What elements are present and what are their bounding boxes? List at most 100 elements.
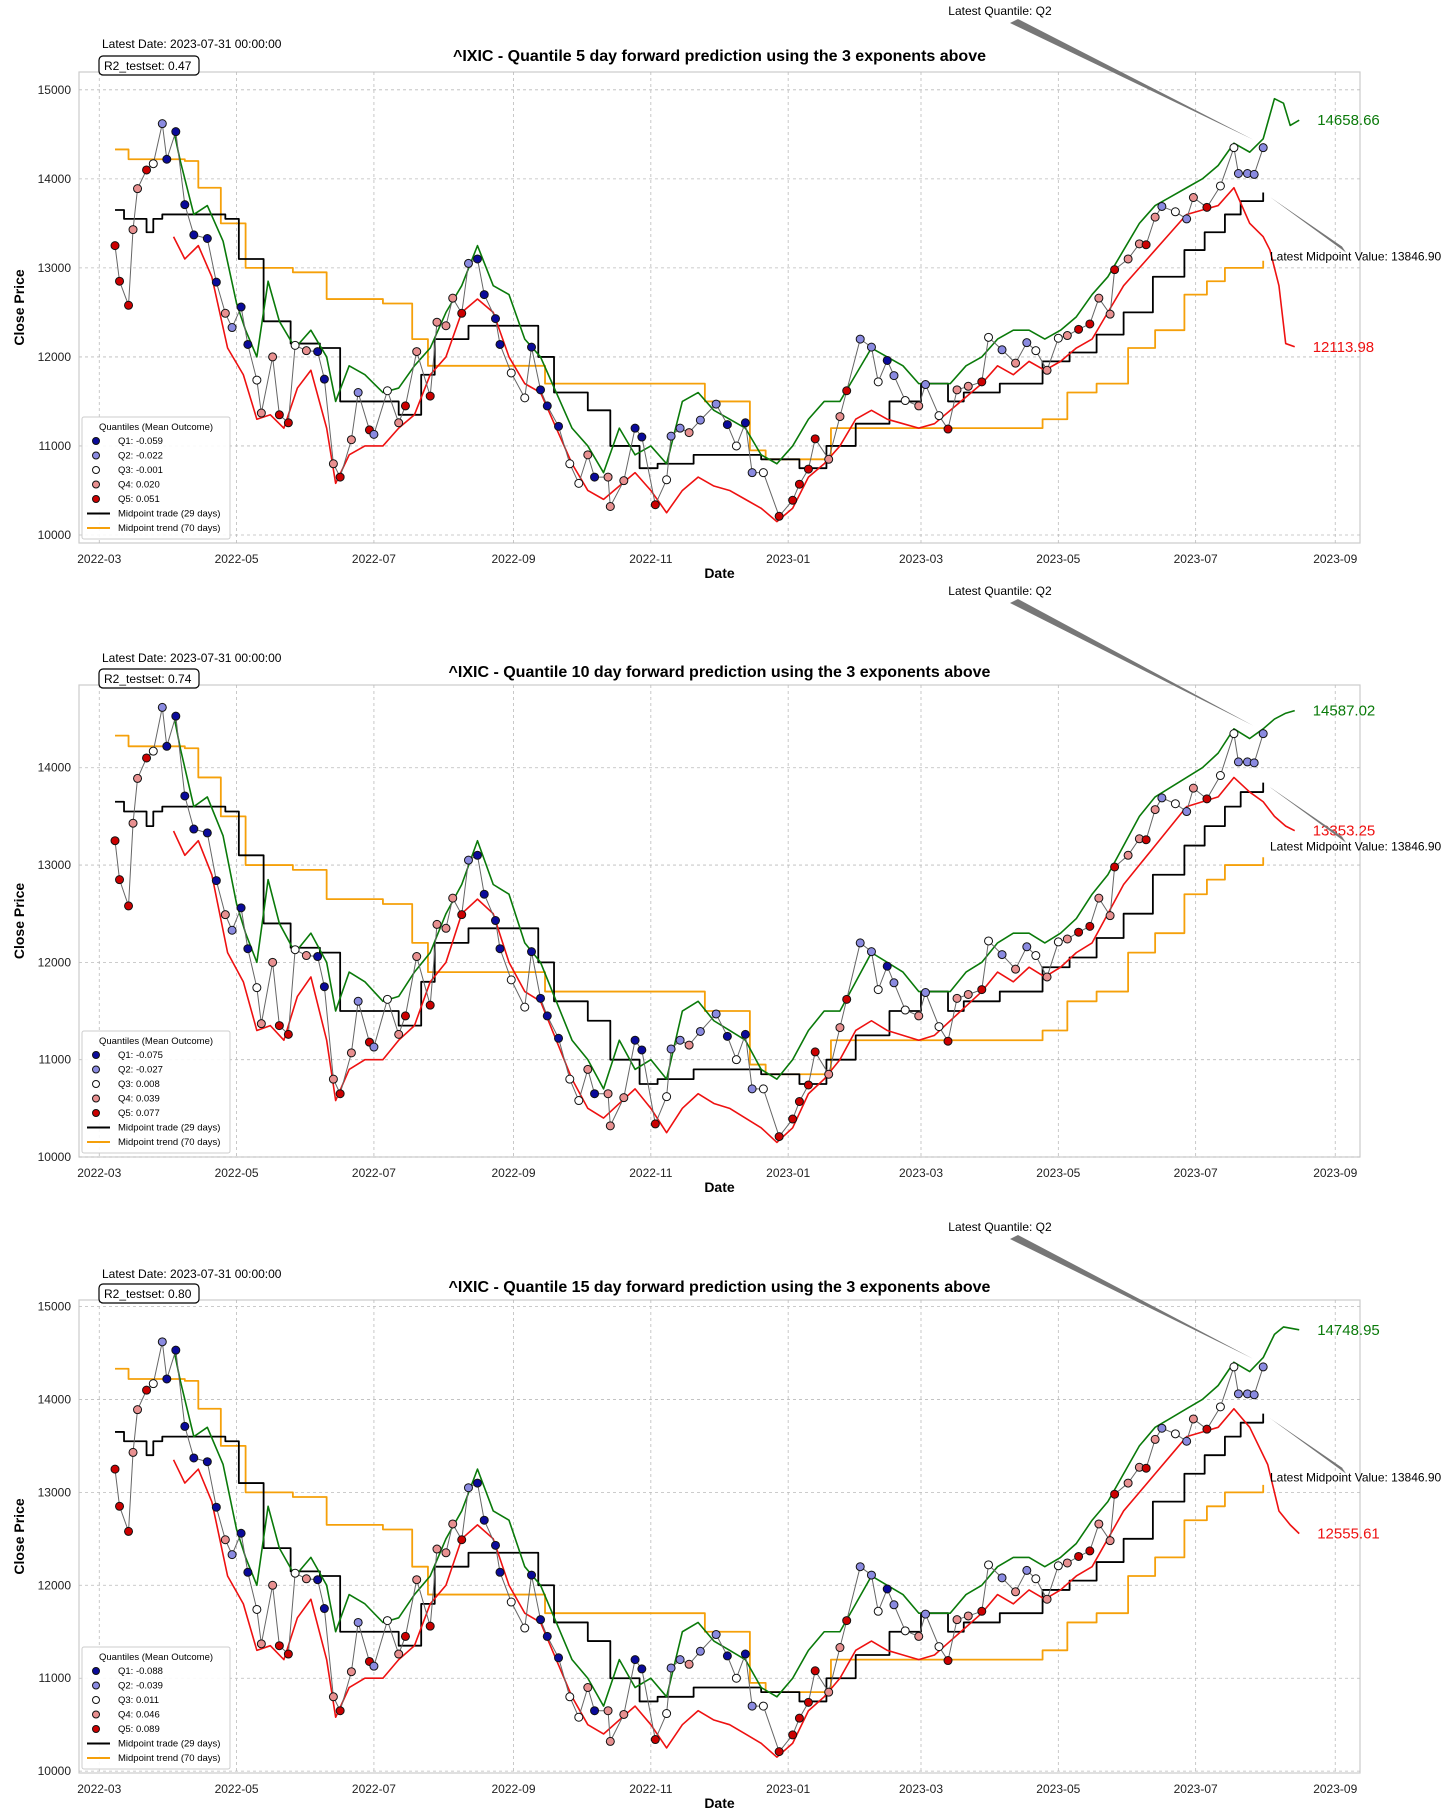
close-point-q2 [1258,729,1268,739]
close-point-q5 [274,1641,284,1651]
close-point-q1 [236,302,246,312]
close-point-q4 [1188,193,1198,203]
close-point-q3 [252,983,262,993]
close-point-q4 [1150,805,1160,815]
close-point-q5 [1085,1546,1095,1556]
close-point-q3 [290,945,300,955]
close-point-q4 [952,1615,962,1625]
x-tick-label: 2022-07 [352,1166,396,1180]
close-point-q5 [425,391,435,401]
close-point-q5 [842,994,852,1004]
close-point-q2 [227,1550,237,1560]
close-point-q3 [382,994,392,1004]
close-point-q5 [425,1621,435,1631]
plot-area [78,684,1361,1158]
close-point-q1 [313,952,323,962]
close-point-q4 [603,472,613,482]
close-point-q5 [810,434,820,444]
close-point-q5 [283,1649,293,1659]
x-tick-label: 2022-05 [215,1782,259,1796]
close-point-q4 [394,1029,404,1039]
upper-prediction-line [172,97,1300,474]
close-point-q1 [740,418,750,428]
close-point-q1 [637,1045,647,1055]
close-point-q5 [977,985,987,995]
close-point-q4 [1123,1478,1133,1488]
close-point-q1 [637,432,647,442]
x-tick-label: 2023-07 [1174,1782,1218,1796]
y-tick-label: 11000 [39,1671,72,1685]
close-point-q5 [274,1021,284,1031]
close-point-q1 [882,355,892,365]
close-point-q4 [1011,358,1021,368]
chart-title: ^IXIC - Quantile 15 day forward predicti… [449,1279,991,1296]
close-point-q1 [171,1345,181,1355]
close-point-q4 [603,1706,613,1716]
close-point-q1 [180,200,190,210]
latest-quantile-arrow [1010,1235,1254,1359]
close-point-q1 [236,903,246,913]
close-point-q2 [675,1035,685,1045]
close-point-q3 [873,1606,883,1616]
close-point-q4 [605,1121,615,1131]
close-point-q3 [1170,799,1180,809]
close-point-q1 [630,1655,640,1665]
close-point-q1 [319,1604,329,1614]
legend-marker-q5 [92,1109,100,1117]
close-point-q5 [842,386,852,396]
close-point-q4 [914,1011,924,1021]
close-point-q3 [290,1568,300,1578]
x-tick-label: 2022-11 [629,1782,672,1796]
close-point-q1 [171,127,181,137]
latest-quantile-label: Latest Quantile: Q2 [948,4,1052,18]
close-point-q2 [1022,942,1032,952]
close-point-q1 [211,1502,221,1512]
close-point-q4 [1094,293,1104,303]
close-point-q3 [934,1642,944,1652]
upper-end-value: 14658.66 [1317,112,1380,129]
y-tick-label: 11000 [39,439,72,453]
r2-label: R2_testset: 0.47 [104,59,192,73]
close-point-q2 [666,1044,676,1054]
close-point-q5 [110,241,120,251]
legend-title: Quantiles (Mean Outcome) [99,422,213,433]
close-point-q3 [1053,937,1063,947]
close-point-q2 [1249,169,1259,179]
close-point-q4 [432,1544,442,1554]
close-point-q5 [115,1501,125,1511]
close-point-q5 [142,165,152,175]
close-point-q4 [256,1639,266,1649]
y-tick-label: 12000 [38,350,72,364]
close-point-q1 [472,254,482,264]
subplot-2: 2022-03 2022-05 2022-07 2022-09 2022-11 2023-… [11,584,1442,1195]
x-tick-label: 2022-05 [215,1166,259,1180]
close-point-q4 [824,1069,834,1079]
legend-entry: Q2: -0.039 [118,1681,163,1692]
close-point-q1 [542,1631,552,1641]
close-point-q5 [788,495,798,505]
close-point-q4 [1123,254,1133,264]
close-point-q1 [490,1540,500,1550]
legend-entry: Q4: 0.046 [118,1710,160,1721]
close-point-q4 [412,952,422,962]
close-point-q3 [1031,346,1041,356]
close-point-q5 [977,1606,987,1616]
close-point-q5 [1141,1463,1151,1473]
close-point-q1 [180,791,190,801]
x-tick-label: 2023-05 [1036,1782,1080,1796]
y-axis-label: Close Price [11,1498,27,1574]
x-tick-label: 2022-07 [352,1782,396,1796]
x-tick-label: 2023-07 [1174,552,1218,566]
close-point-q3 [731,1673,741,1683]
close-point-q3 [565,1074,575,1084]
close-point-q1 [536,993,546,1003]
plot-area [78,1299,1361,1774]
y-tick-label: 15000 [38,1300,72,1314]
close-point-q2 [353,388,363,398]
legend-entry: Midpoint trend (70 days) [118,523,220,534]
legend-entry: Q5: 0.089 [118,1724,160,1735]
close-point-q4 [619,1093,629,1103]
close-point-q4 [605,501,615,511]
close-point-q1 [243,339,253,349]
close-point-q5 [943,424,953,434]
